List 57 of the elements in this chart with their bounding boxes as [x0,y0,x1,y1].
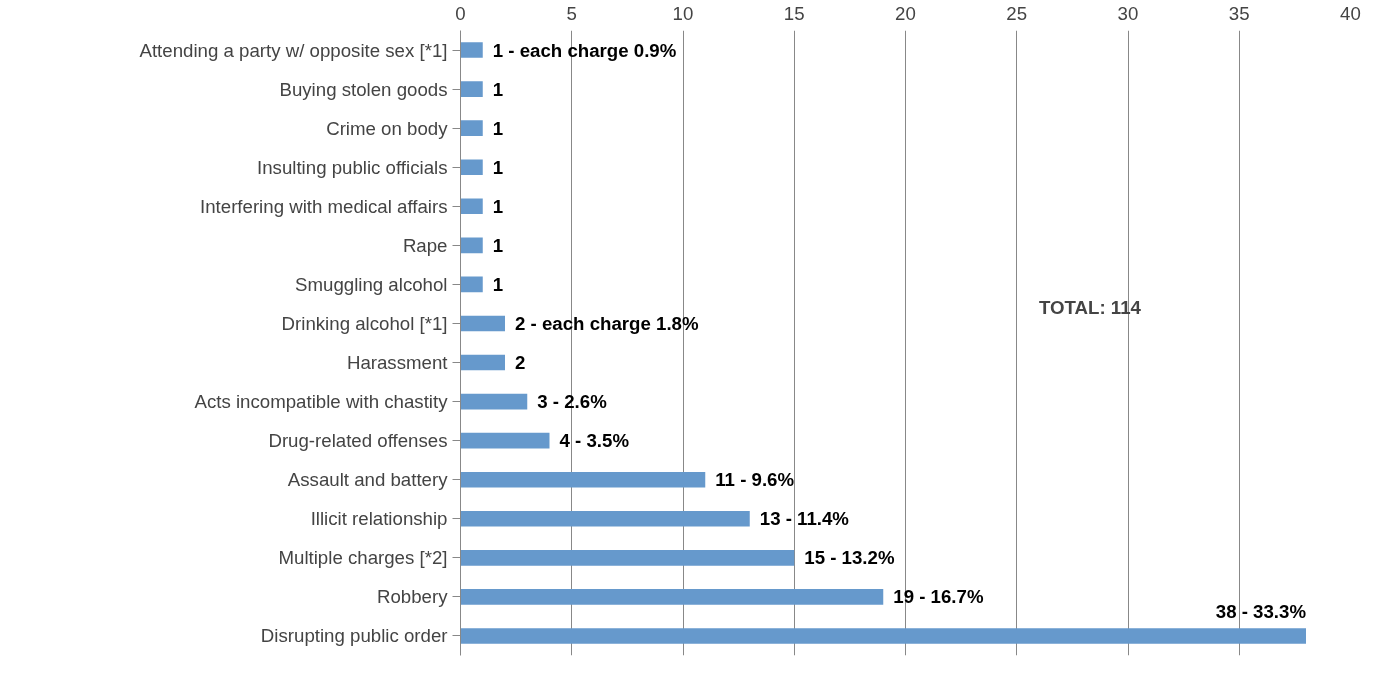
bar [460,120,483,136]
x-tick-label: 40 [1340,2,1361,24]
y-tick-label: Crime on body [326,117,449,139]
y-tick-label: Disrupting public order [260,625,448,647]
bar [460,393,528,410]
bar [460,354,505,371]
data-label: 1 [492,195,504,217]
data-label: 2 - each charge 1.8% [515,312,699,334]
y-tick-label: Smuggling alcohol [295,273,448,295]
x-tick-label: 30 [1117,2,1139,24]
y-tick-label: Insulting public officials [257,156,448,178]
x-tick-label: 10 [672,2,694,24]
y-tick-label: Robbery [376,586,449,608]
data-label: 1 [492,117,504,139]
data-label: 1 - each charge 0.9% [492,39,677,61]
y-tick-label: Attending a party w/ opposite sex [*1] [139,39,448,61]
data-label: 3 - 2.6% [537,391,608,413]
data-label: 15 - 13.2% [804,547,895,569]
data-label: 19 - 16.7% [893,586,984,608]
bar [460,471,706,488]
bar [460,432,550,449]
data-label: 11 - 9.6% [715,469,795,491]
x-tick-label: 20 [895,2,916,24]
y-tick-label: Acts incompatible with chastity [194,391,449,413]
data-label: 1 [492,234,504,256]
bar [460,315,505,332]
y-tick-label: Assault and battery [287,469,449,491]
bar [460,628,1306,644]
data-label: 1 [492,273,504,295]
data-label: 38 - 33.3% [1215,600,1307,622]
y-tick-label: Drug-related offenses [268,430,448,452]
y-tick-label: Illicit relationship [310,508,448,530]
bar [460,159,483,176]
bar [460,42,483,58]
y-tick-label: Interfering with medical affairs [200,195,448,217]
bar [460,510,750,527]
data-label: 2 [515,352,526,374]
x-tick-label: 25 [1006,2,1028,24]
bar [460,589,884,605]
y-tick-label: Buying stolen goods [279,78,448,100]
y-tick-label: Rape [402,234,448,256]
x-tick-label: 15 [783,2,805,24]
data-label: 4 - 3.5% [559,430,630,452]
bar [460,276,483,293]
x-tick-label: 5 [566,2,577,24]
data-label: 1 [492,78,504,100]
bar [460,237,483,254]
data-label: 13 - 11.4% [759,508,850,530]
y-tick-label: Drinking alcohol [*1] [281,312,448,334]
bar [460,550,795,566]
bar [460,81,483,97]
x-tick-label: 35 [1228,2,1250,24]
bar [460,198,483,215]
data-label: 1 [492,156,504,178]
x-tick-label: 0 [455,2,466,24]
y-tick-label: Harassment [346,352,449,374]
y-tick-label: Multiple charges [*2] [278,547,448,569]
